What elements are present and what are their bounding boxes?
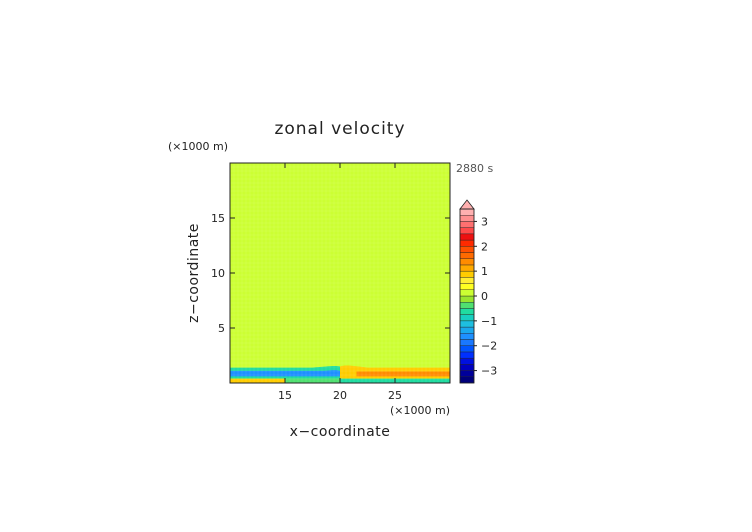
left-jet-core-shape xyxy=(230,370,340,377)
colorbar-swatch xyxy=(459,233,475,241)
colorbar-swatch xyxy=(459,289,475,297)
left-lower-band-shape xyxy=(230,345,340,367)
chart-title: zonal velocity xyxy=(274,119,405,139)
colorbar-swatch xyxy=(459,252,475,259)
y-tick-label: 10 xyxy=(211,267,225,280)
colorbar-swatch xyxy=(459,339,475,346)
colorbar-swatch xyxy=(459,264,475,272)
colorbar-tick-label: 1 xyxy=(481,265,488,278)
x-axis-ticks: 15 20 25 xyxy=(278,163,402,402)
y-axis-ticks: 5 10 15 xyxy=(211,212,450,335)
colorbar-swatch xyxy=(459,320,475,328)
colorbar-swatch xyxy=(459,227,475,235)
colorbar-extend-arrow xyxy=(459,199,475,210)
x-tick-label: 20 xyxy=(333,389,347,402)
surface-left-strip xyxy=(230,378,285,383)
heatmap-plot xyxy=(230,163,450,383)
heatmap-region-10 xyxy=(340,299,450,339)
heatmap-region-3 xyxy=(230,242,340,304)
colorbar-swatch xyxy=(459,302,475,309)
colorbar-swatch xyxy=(459,208,475,216)
heatmap-region-8 xyxy=(340,205,450,245)
colorbar-swatch xyxy=(459,270,475,278)
colorbar-swatch xyxy=(459,326,475,334)
colorbar-swatch xyxy=(459,295,475,303)
colorbar-swatch xyxy=(459,357,475,365)
colorbar-tick-label: 0 xyxy=(481,290,488,303)
heatmap-region-6 xyxy=(340,163,450,178)
colorbar-swatch xyxy=(459,308,475,315)
time-label: 2880 s xyxy=(456,162,493,175)
colorbar-swatch xyxy=(459,246,475,253)
colorbar-swatch xyxy=(459,345,475,353)
x-axis-label: x−coordinate xyxy=(290,424,391,440)
y-tick-label: 15 xyxy=(211,212,225,225)
colorbar-swatch xyxy=(459,215,475,222)
colorbar-tick-label: −2 xyxy=(481,340,497,353)
heatmap-region-4 xyxy=(230,303,340,345)
right-jet-core-shape xyxy=(356,371,450,377)
colorbar-swatch xyxy=(459,258,475,266)
colorbar-swatch xyxy=(459,277,475,284)
y-tick-label: 5 xyxy=(218,322,225,335)
surface-mid-strip xyxy=(285,378,340,383)
heatmap-region-2 xyxy=(230,203,340,243)
colorbar-tick-label: −1 xyxy=(481,315,497,328)
colorbar: 3 2 1 0 −1 −2 −3 xyxy=(459,199,497,384)
heatmap-region-7 xyxy=(340,177,450,206)
colorbar-swatch xyxy=(459,351,475,359)
colorbar-swatch xyxy=(459,221,475,228)
colorbar-tick-label: −3 xyxy=(481,365,497,378)
x-tick-label: 25 xyxy=(388,389,402,402)
right-tongue-shape xyxy=(340,333,385,351)
heatmap-region-1 xyxy=(230,180,340,204)
colorbar-swatch xyxy=(459,364,475,371)
colorbar-tick-label: 2 xyxy=(481,240,488,253)
left-tongue-shape xyxy=(285,338,340,352)
y-unit-label: (×1000 m) xyxy=(168,140,228,153)
colorbar-tick-label: 3 xyxy=(481,215,488,228)
heatmap-region-9 xyxy=(340,244,450,300)
x-tick-label: 15 xyxy=(278,389,292,402)
colorbar-swatch xyxy=(459,314,475,322)
colorbar-swatch xyxy=(459,376,475,384)
y-axis-label: z−coordinate xyxy=(186,223,202,323)
x-unit-label: (×1000 m) xyxy=(390,404,450,417)
colorbar-swatch xyxy=(459,239,475,247)
colorbar-swatch xyxy=(459,370,475,377)
heatmap-region-0 xyxy=(230,163,340,181)
colorbar-swatch xyxy=(459,333,475,340)
colorbar-swatch xyxy=(459,283,475,290)
